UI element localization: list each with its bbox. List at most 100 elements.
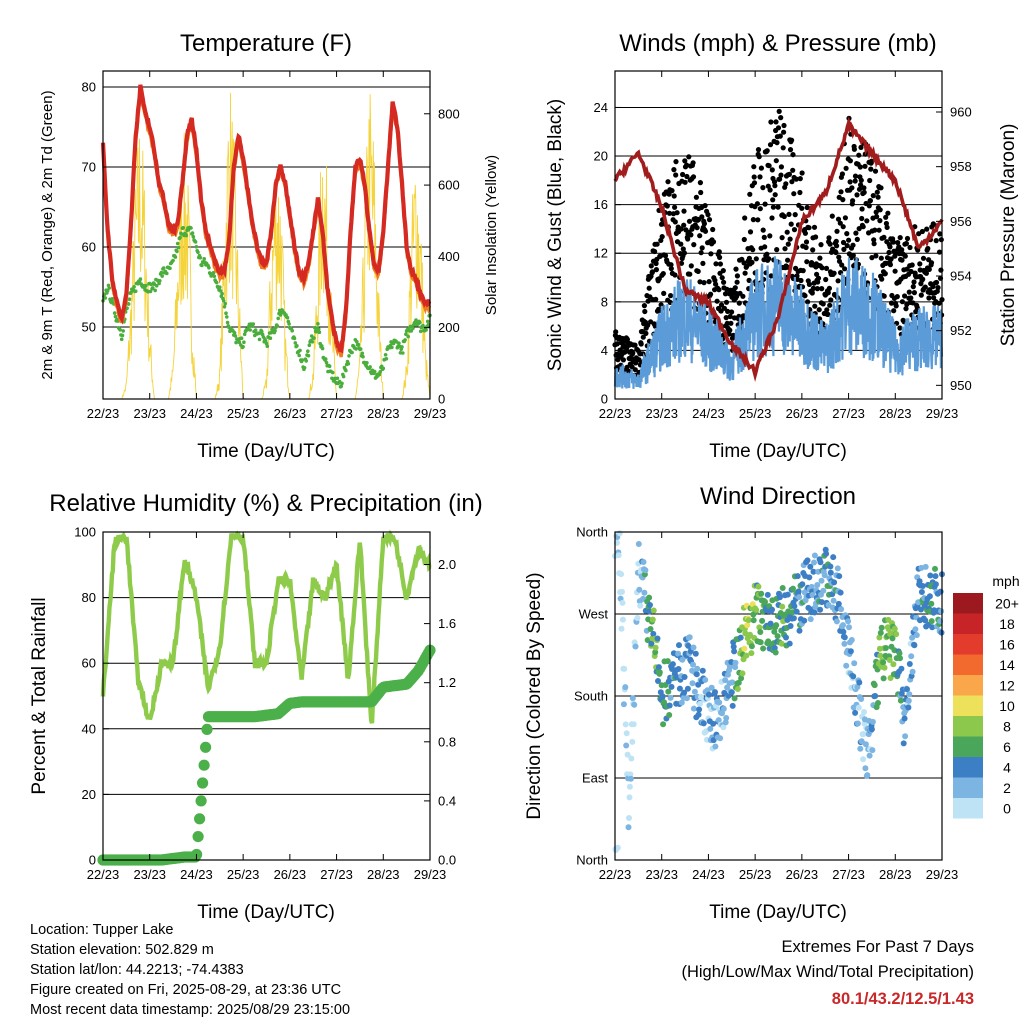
gust-point — [769, 215, 775, 221]
gust-point — [751, 164, 757, 170]
gust-point — [723, 299, 730, 305]
gust-point — [717, 254, 723, 260]
direction-point — [628, 755, 635, 762]
y-tick-label: 12 — [594, 246, 608, 261]
gust-point — [632, 367, 638, 373]
direction-point — [717, 735, 724, 742]
temperature-right-ticks: 0 200 400 600 800 — [424, 106, 460, 407]
gust-point — [698, 189, 704, 196]
dewpoint-point — [181, 226, 185, 230]
precipitation-series — [97, 644, 436, 866]
gust-point — [926, 295, 932, 301]
direction-x-ticks: 22/23 23/23 24/23 25/23 26/23 27/23 28/23 29/23 — [599, 532, 958, 882]
gust-series — [612, 108, 945, 382]
gust-point — [666, 191, 672, 197]
direction-point — [862, 765, 869, 772]
dewpoint-point — [221, 298, 226, 303]
gust-point — [834, 243, 840, 249]
gust-point — [790, 167, 796, 173]
legend-label: 6 — [1003, 739, 1011, 755]
dewpoint-point — [214, 280, 219, 285]
gust-point — [825, 290, 831, 296]
gust-point — [789, 179, 795, 185]
direction-point — [750, 617, 757, 624]
gust-point — [740, 293, 746, 299]
y2-tick-label: 0.8 — [438, 734, 456, 749]
gust-point — [836, 254, 842, 260]
y2-tick-label: 2.0 — [438, 557, 456, 572]
extremes-values: 80.1/43.2/12.5/1.43 — [831, 990, 974, 1008]
winds-panel: Winds (mph) & Pressure (mb) Time (Day/UT… — [545, 30, 1019, 462]
gust-point — [856, 186, 863, 192]
rh-line — [100, 529, 432, 724]
dewpoint-point — [354, 347, 358, 351]
gust-point — [694, 225, 700, 231]
dewpoint-point — [133, 289, 138, 294]
direction-point — [796, 594, 803, 601]
dewpoint-point — [260, 329, 264, 334]
gust-point — [778, 115, 784, 121]
gust-point — [906, 289, 912, 295]
gust-point — [733, 266, 739, 272]
gust-point — [839, 262, 845, 268]
sonic-wind-series — [613, 256, 944, 389]
gust-point — [806, 225, 812, 231]
gust-point — [766, 163, 772, 169]
dewpoint-point — [138, 277, 143, 281]
gust-point — [867, 198, 874, 204]
direction-point — [831, 579, 838, 586]
direction-point — [811, 609, 818, 616]
dewpoint-point — [397, 341, 401, 346]
direction-point — [804, 557, 811, 564]
gust-point — [909, 262, 915, 268]
gust-point — [814, 271, 820, 277]
direction-point — [929, 624, 936, 631]
direction-point — [630, 721, 637, 728]
gust-point — [869, 255, 875, 261]
gust-point — [614, 341, 620, 347]
dewpoint-point — [126, 302, 131, 306]
y-tick-label: 50 — [82, 320, 96, 335]
gust-point — [682, 158, 688, 164]
gust-point — [791, 191, 797, 197]
sonic-wind-line — [613, 256, 944, 389]
direction-point — [640, 559, 647, 565]
gust-point — [760, 227, 766, 233]
dewpoint-point — [265, 344, 270, 349]
legend-label: 8 — [1003, 718, 1011, 734]
gust-point — [876, 227, 882, 233]
gust-point — [787, 236, 793, 242]
direction-point — [619, 588, 625, 595]
winds-title: Winds (mph) & Pressure (mb) — [619, 30, 936, 57]
gust-point — [778, 172, 784, 178]
direction-point — [659, 693, 666, 700]
gust-point — [695, 268, 701, 274]
gust-point — [815, 275, 822, 281]
direction-point — [876, 634, 883, 641]
gust-point — [774, 140, 780, 146]
speed-legend: 20+ 18 16 14 12 10 8 6 4 2 0 — [953, 593, 1019, 819]
dewpoint-point — [341, 374, 346, 379]
gust-point — [888, 256, 894, 262]
direction-point — [886, 657, 893, 663]
direction-point — [857, 745, 864, 752]
direction-point — [684, 685, 691, 692]
direction-point — [836, 573, 843, 580]
gust-point — [891, 308, 897, 314]
direction-point — [762, 598, 768, 605]
gust-point — [873, 209, 879, 215]
precip-point — [200, 741, 212, 753]
gust-point — [732, 285, 738, 291]
direction-point — [731, 695, 738, 702]
gust-point — [904, 235, 911, 242]
direction-point — [759, 617, 766, 624]
direction-point — [690, 705, 697, 712]
dewpoint-point — [165, 271, 169, 276]
gust-point — [660, 271, 666, 277]
gust-point — [723, 315, 729, 321]
direction-point — [624, 751, 631, 758]
direction-point — [926, 593, 933, 600]
gust-point — [858, 144, 864, 150]
gust-point — [866, 203, 872, 209]
gust-point — [938, 237, 944, 243]
